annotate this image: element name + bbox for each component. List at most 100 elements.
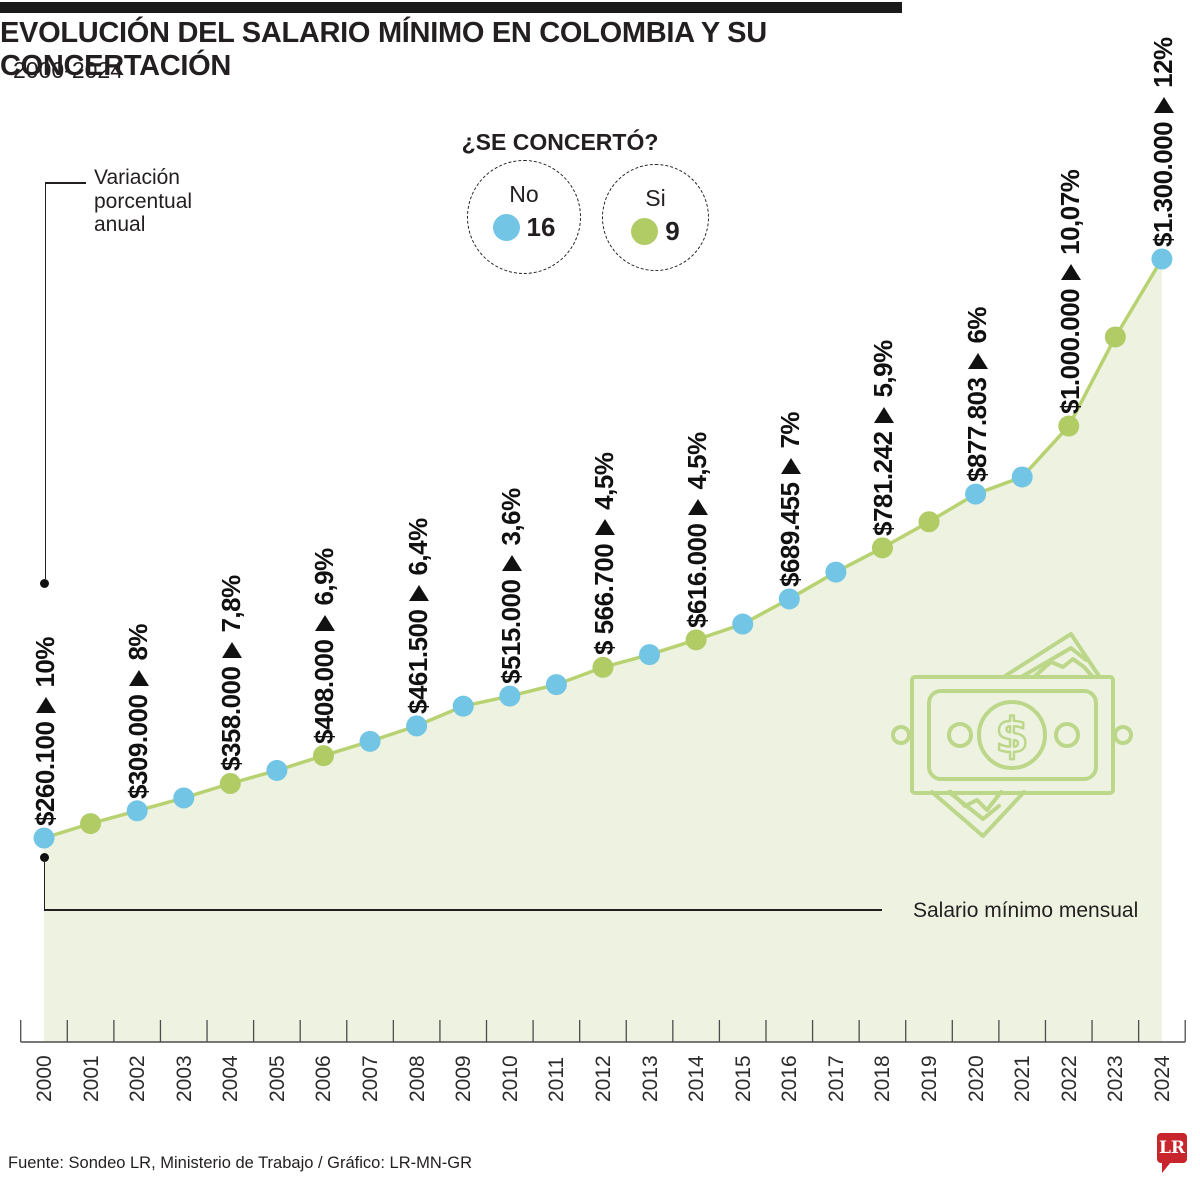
salary-value: $781.242 <box>868 431 899 536</box>
data-point-2003-no <box>173 787 195 809</box>
year-label-2006: 2006 <box>312 1055 336 1102</box>
salary-value: $1.000.000 <box>1054 288 1085 415</box>
year-label-2009: 2009 <box>452 1055 476 1102</box>
legend-dot-no <box>492 214 520 241</box>
data-point-2019-si <box>918 511 940 533</box>
legend-count-si: 9 <box>665 216 680 246</box>
data-point-2005-no <box>266 759 288 781</box>
value-label-2000: $260.100 10% <box>30 637 61 826</box>
salary-value: $515.000 <box>495 579 526 685</box>
year-label-2012: 2012 <box>591 1055 615 1102</box>
year-label-2010: 2010 <box>498 1055 522 1102</box>
year-label-2001: 2001 <box>79 1055 103 1102</box>
legend-dot-si <box>631 218 659 245</box>
increase-arrow-icon <box>221 642 242 659</box>
data-point-2023-si <box>1104 326 1126 348</box>
year-label-2007: 2007 <box>359 1055 383 1102</box>
year-label-2008: 2008 <box>405 1055 429 1102</box>
data-point-2006-si <box>312 745 334 767</box>
salary-leader-line-v <box>43 858 45 910</box>
data-point-2004-si <box>219 772 241 794</box>
data-point-2008-no <box>406 715 428 737</box>
salary-value: $408.000 <box>309 639 340 744</box>
percentage-value: 6% <box>961 307 992 344</box>
variation-leader-line-v <box>44 182 46 579</box>
value-label-2008: $461.500 6,4% <box>403 518 434 714</box>
legend-count-no: 16 <box>526 212 556 242</box>
data-point-2001-si <box>80 813 102 835</box>
year-label-2011: 2011 <box>545 1056 569 1102</box>
legend-title: ¿SE CONCERTÓ? <box>461 129 659 155</box>
top-accent-bar <box>0 2 902 13</box>
salary-value: $1.300.000 <box>1147 121 1178 247</box>
year-label-2019: 2019 <box>918 1055 942 1102</box>
data-point-2020-no <box>965 483 987 505</box>
data-point-2013-no <box>639 644 661 666</box>
percentage-value: 4,5% <box>588 452 619 511</box>
percentage-value: 3,6% <box>495 488 526 546</box>
source-credit: Fuente: Sondeo LR, Ministerio de Trabajo… <box>8 1154 473 1172</box>
increase-arrow-icon <box>501 554 522 571</box>
salary-anchor-dot <box>39 853 49 862</box>
increase-arrow-icon <box>35 696 56 713</box>
increase-arrow-icon <box>1153 96 1174 113</box>
data-point-2017-no <box>825 561 847 583</box>
percentage-value: 10% <box>30 637 60 688</box>
data-point-2021-no <box>1011 466 1033 488</box>
value-label-2020: $877.803 6% <box>962 307 993 482</box>
money-bill-icon: $ <box>891 632 1133 838</box>
year-label-2024: 2024 <box>1150 1055 1174 1102</box>
data-point-2012-si <box>592 656 614 678</box>
increase-arrow-icon <box>314 614 335 631</box>
year-label-2002: 2002 <box>126 1055 150 1102</box>
salary-value: $ 566.700 <box>588 544 619 656</box>
page-title: EVOLUCIÓN DEL SALARIO MÍNIMO EN COLOMBIA… <box>0 17 767 82</box>
legend-label-si: Si <box>645 185 666 211</box>
data-point-2015-no <box>732 613 754 635</box>
salary-leader-line-h <box>43 909 882 911</box>
value-label-2022: $1.000.000 10,07% <box>1055 170 1086 414</box>
salary-value: $616.000 <box>682 523 713 628</box>
year-label-2020: 2020 <box>964 1055 988 1102</box>
data-point-2002-no <box>126 800 148 822</box>
year-label-2004: 2004 <box>219 1055 243 1102</box>
increase-arrow-icon <box>873 406 894 423</box>
value-label-2002: $309.000 8% <box>123 624 154 799</box>
salary-value: $689.455 <box>775 482 806 587</box>
percentage-value: 12% <box>1147 37 1178 88</box>
percentage-value: 4,5% <box>682 432 713 490</box>
percentage-value: 10,07% <box>1054 169 1085 255</box>
salary-value: $461.500 <box>402 609 433 714</box>
value-label-2010: $515.000 3,6% <box>496 488 527 684</box>
year-label-2023: 2023 <box>1104 1055 1128 1102</box>
value-label-2004: $358.000 7,8% <box>216 576 247 772</box>
legend-item-no: No 16 <box>467 160 581 274</box>
percentage-value: 6,4% <box>402 518 433 576</box>
data-point-2011-no <box>545 674 567 696</box>
area-fill <box>44 259 1162 1042</box>
lr-logo-tail <box>1162 1162 1171 1173</box>
value-label-2016: $689.455 7% <box>775 412 806 587</box>
data-point-2014-si <box>685 629 707 651</box>
year-label-2014: 2014 <box>685 1055 709 1102</box>
variation-leader-line-h <box>46 182 86 184</box>
data-point-2009-no <box>452 695 474 717</box>
value-label-2014: $616.000 4,5% <box>682 432 713 628</box>
variation-anchor-dot <box>40 579 49 588</box>
value-label-2018: $781.242 5,9% <box>868 340 899 536</box>
increase-arrow-icon <box>128 669 149 686</box>
legend-label-no: No <box>509 181 539 207</box>
data-point-2010-no <box>499 685 521 707</box>
year-label-2015: 2015 <box>731 1055 755 1102</box>
salary-value: $309.000 <box>123 694 154 799</box>
salary-value: $877.803 <box>961 377 992 483</box>
percentage-value: 5,9% <box>868 340 899 398</box>
year-label-2016: 2016 <box>778 1055 802 1102</box>
percentage-value: 6,9% <box>309 547 340 606</box>
data-point-2024-no <box>1151 248 1173 270</box>
increase-arrow-icon <box>967 352 988 369</box>
increase-arrow-icon <box>687 498 708 515</box>
year-label-2000: 2000 <box>33 1055 56 1102</box>
